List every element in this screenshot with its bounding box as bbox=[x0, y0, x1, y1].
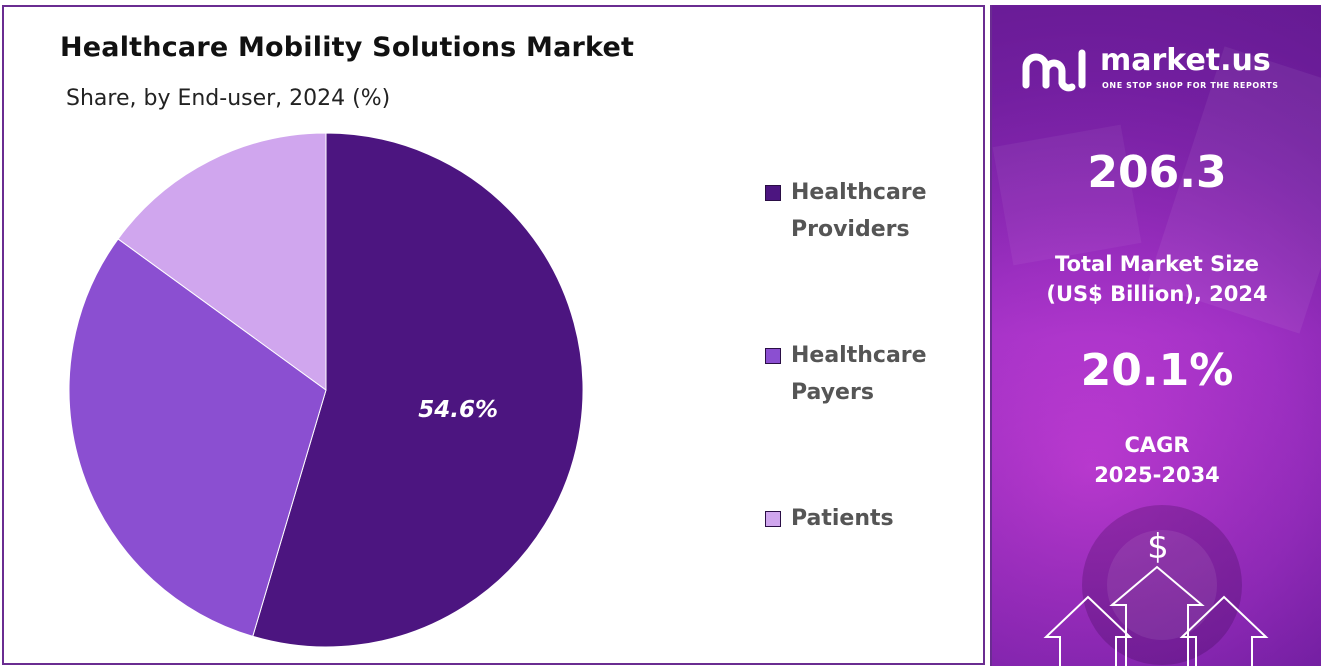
market-size-label-line2: (US$ Billion), 2024 bbox=[1046, 282, 1268, 306]
chart-title: Healthcare Mobility Solutions Market bbox=[60, 32, 635, 63]
up-arrow-icon bbox=[1179, 595, 1269, 666]
pie-slice-healthcare-providers bbox=[252, 132, 584, 648]
market-us-logo-icon bbox=[1022, 49, 1086, 92]
brand-name: market.us bbox=[1100, 43, 1271, 78]
legend-swatch bbox=[765, 348, 781, 364]
growth-graphic: $ bbox=[1043, 527, 1269, 666]
panel-overlay bbox=[992, 5, 1321, 666]
up-arrow-icon bbox=[1109, 565, 1205, 666]
legend-label: Healthcare Payers bbox=[791, 343, 927, 405]
legend-swatch bbox=[765, 511, 781, 527]
pie-slice-patients bbox=[117, 132, 327, 391]
cagr-label-line2: 2025-2034 bbox=[1094, 463, 1220, 487]
up-arrow-icon bbox=[1043, 595, 1133, 666]
legend-label: Patients bbox=[791, 506, 894, 531]
background-decoration bbox=[992, 46, 1321, 665]
pie-chart: 54.6% bbox=[68, 132, 584, 648]
cagr-label-line1: CAGR bbox=[1124, 433, 1190, 457]
cagr-value: 20.1% bbox=[1080, 345, 1234, 396]
brand: market.us ONE STOP SHOP FOR THE REPORTS bbox=[1022, 43, 1302, 103]
chart-subtitle: Share, by End-user, 2024 (%) bbox=[66, 86, 391, 111]
market-size-value: 206.3 bbox=[1087, 147, 1227, 198]
summary-panel: market.us ONE STOP SHOP FOR THE REPORTS … bbox=[990, 5, 1321, 666]
data-label: 54.6% bbox=[418, 397, 498, 423]
legend-label: Healthcare Providers bbox=[791, 180, 927, 242]
dollar-sign-icon: $ bbox=[1147, 527, 1169, 567]
pie-slice-healthcare-payers bbox=[68, 238, 327, 637]
brand-tagline: ONE STOP SHOP FOR THE REPORTS bbox=[1102, 81, 1279, 90]
legend-swatch bbox=[765, 185, 781, 201]
market-size-label-line1: Total Market Size bbox=[1055, 252, 1259, 276]
